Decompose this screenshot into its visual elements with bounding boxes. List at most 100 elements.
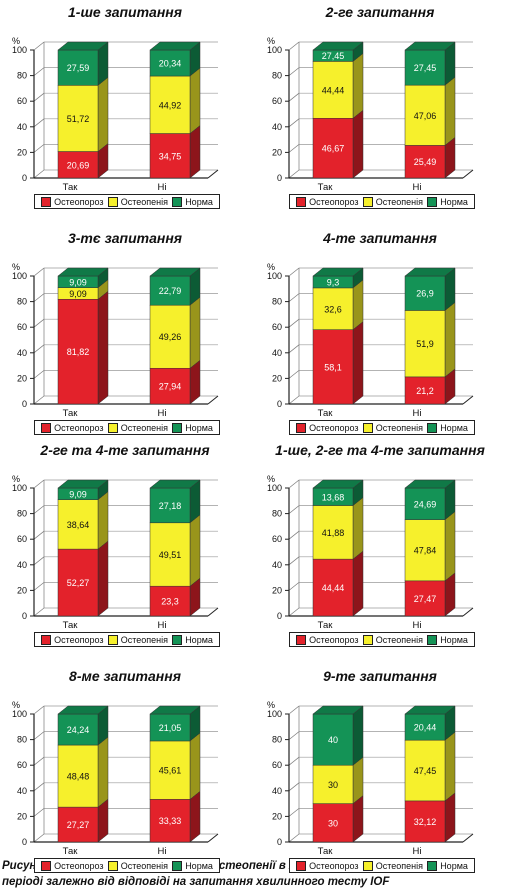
bar-top-face — [57, 479, 109, 489]
y-axis-unit-label: % — [267, 700, 275, 710]
bar-segment-side — [189, 790, 201, 843]
bar-top-face — [57, 41, 109, 51]
bar-value-label: 47,84 — [414, 546, 437, 556]
y-tick-label: 0 — [277, 611, 282, 621]
legend-swatch — [427, 422, 438, 433]
bar-value-label: 23,3 — [161, 597, 179, 607]
y-tick-label: 20 — [272, 811, 282, 821]
chart-legend: Остеопороз Остеопенія Норма — [34, 632, 220, 647]
legend-item: Остеопороз — [296, 422, 359, 433]
legend-swatch — [107, 422, 118, 433]
bar-segment — [404, 519, 446, 582]
bar-value-label: 33,33 — [159, 816, 182, 826]
legend-swatch — [296, 860, 307, 871]
legend-item: Норма — [172, 196, 213, 207]
bar-value-label: 30 — [328, 818, 338, 828]
bar-value-label: 9,09 — [69, 277, 87, 287]
legend-swatch — [362, 860, 373, 871]
chart-legend: Остеопороз Остеопенія Норма — [34, 420, 220, 435]
legend-item: Остеопенія — [362, 196, 423, 207]
legend-swatch — [296, 422, 307, 433]
y-axis-unit-label: % — [267, 474, 275, 484]
chart-panel: 2-ге та 4-те запитання% 0 20 40 60 80 100 52,27… — [0, 438, 250, 650]
grid-connector — [288, 505, 300, 514]
bar-segment-side — [444, 511, 456, 582]
bar-value-label: 32,6 — [324, 304, 342, 314]
grid-connector — [33, 118, 45, 128]
bar-segment — [57, 499, 99, 550]
legend-item: Остеопороз — [296, 860, 359, 871]
bar-segment-side — [189, 67, 201, 135]
bar-segment — [57, 85, 99, 152]
legend-label: Остеопенія — [120, 422, 168, 433]
y-tick-label: 80 — [17, 735, 27, 745]
y-tick-label: 80 — [17, 509, 27, 519]
y-tick-label: 0 — [277, 837, 282, 847]
y-tick-label: 60 — [17, 96, 27, 106]
x-tick-label: Ні — [413, 620, 422, 631]
bar-value-label: 21,05 — [159, 723, 182, 733]
y-tick-label: 60 — [17, 534, 27, 544]
bar-value-label: 51,72 — [67, 114, 90, 124]
chart-title: 2-ге запитання — [325, 4, 435, 20]
grid-connector — [288, 395, 300, 405]
floor-edge — [462, 607, 474, 617]
bar-value-label: 49,51 — [159, 550, 182, 560]
x-tick-label: Так — [63, 620, 79, 631]
x-tick-label: Так — [318, 408, 334, 419]
bar-segment — [312, 287, 354, 330]
grid-connector — [33, 607, 45, 617]
x-tick-label: Ні — [158, 408, 167, 419]
grid-connector — [288, 479, 300, 489]
grid-connector — [33, 344, 45, 354]
chart-panel: 8-ме запитання% 0 20 40 60 80 100 27,27 48,48 24,… — [0, 664, 250, 876]
y-tick-label: 20 — [17, 585, 27, 595]
bar-value-label: 27,59 — [67, 63, 90, 73]
y-tick-label: 40 — [17, 786, 27, 796]
chart-plot: % 0 20 40 60 80 100 44,44 41,88 13,68 Так 27,47 47,8… — [267, 474, 474, 631]
x-tick-label: Так — [63, 408, 79, 419]
x-tick-label: Так — [318, 182, 334, 193]
legend-label: Норма — [185, 860, 213, 871]
x-tick-label: Ні — [413, 408, 422, 419]
bar-value-label: 46,67 — [322, 144, 345, 154]
y-tick-label: 0 — [22, 173, 27, 183]
y-tick-label: 20 — [17, 373, 27, 383]
bar-top-face — [312, 479, 364, 489]
y-tick-label: 40 — [272, 560, 282, 570]
y-tick-label: 80 — [272, 509, 282, 519]
grid-connector — [288, 293, 300, 302]
chart-title: 1-ше запитання — [68, 4, 182, 20]
chart-title: 8-ме запитання — [69, 668, 181, 684]
y-tick-label: 0 — [277, 173, 282, 183]
bar-segment — [149, 585, 191, 617]
chart-plot: % 0 20 40 60 80 100 81,82 9,09 9,09 Так 27,94 49,26 2… — [12, 262, 219, 419]
bar-value-label: 13,68 — [322, 492, 345, 502]
legend-label: Остеопороз — [309, 634, 359, 645]
legend-item: Норма — [172, 634, 213, 645]
y-tick-label: 40 — [272, 348, 282, 358]
y-tick-label: 20 — [17, 147, 27, 157]
x-tick-label: Ні — [413, 182, 422, 193]
grid-connector — [288, 582, 300, 591]
y-tick-label: 60 — [272, 534, 282, 544]
legend-swatch — [362, 634, 373, 645]
grid-connector — [33, 318, 45, 328]
bar-value-label: 32,12 — [414, 817, 437, 827]
legend-item: Норма — [427, 422, 468, 433]
grid-connector — [33, 833, 45, 843]
y-tick-label: 20 — [17, 811, 27, 821]
grid-connector — [33, 41, 45, 51]
bar-segment-side — [97, 290, 109, 405]
x-tick-label: Так — [318, 846, 334, 857]
bar-value-label: 24,24 — [67, 725, 90, 735]
grid-connector — [33, 370, 45, 379]
grid-connector — [33, 293, 45, 302]
chart-title: 1-ше, 2-ге та 4-те запитання — [275, 442, 485, 458]
y-tick-label: 100 — [12, 709, 27, 719]
bar-value-label: 45,61 — [159, 766, 182, 776]
legend-label: Остеопенія — [375, 634, 423, 645]
floor-edge — [462, 169, 474, 179]
y-tick-label: 60 — [17, 322, 27, 332]
bar-segment-side — [97, 491, 109, 550]
